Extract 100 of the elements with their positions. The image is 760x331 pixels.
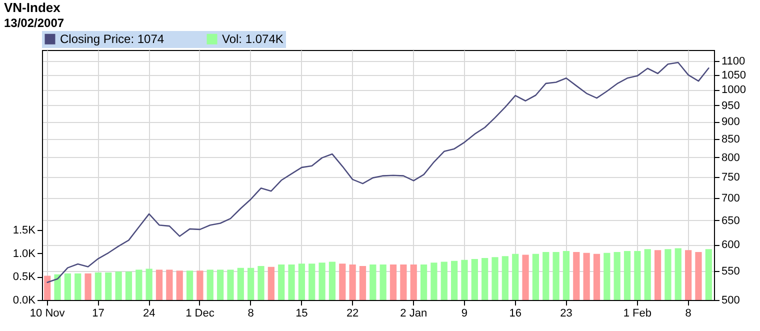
bar (440, 262, 448, 300)
y-tick-label: 1.0K (12, 248, 36, 260)
x-tick-label: 15 (296, 308, 308, 320)
y2-tick-label: 900 (722, 116, 740, 128)
bar (552, 252, 560, 300)
bar (186, 270, 194, 300)
bar (410, 264, 417, 300)
x-tick-label: 24 (142, 308, 156, 320)
bar (156, 270, 163, 300)
x-tick-label: 2 Jan (400, 308, 428, 320)
bar (695, 252, 702, 300)
bar (512, 254, 519, 300)
bar (604, 252, 610, 300)
x-tick-label: 10 Nov (30, 308, 66, 320)
bar (634, 251, 641, 300)
y2-tick-label: 650 (722, 214, 740, 227)
y2-tick-label: 550 (722, 266, 740, 278)
bar (288, 264, 295, 300)
bar (84, 273, 92, 300)
bar (471, 258, 478, 300)
bar (562, 251, 570, 300)
y2-tick-label: 1050 (722, 69, 746, 82)
bar (74, 273, 82, 300)
y2-tick-label: 850 (722, 134, 740, 146)
x-tick-label: 8 (685, 308, 692, 320)
bar (664, 249, 672, 300)
bar (482, 258, 488, 300)
bar (583, 252, 590, 300)
bar (492, 257, 498, 300)
bar (339, 264, 346, 300)
bar (206, 270, 214, 300)
bar (522, 254, 529, 300)
x-tick-label: 1 Dec (186, 308, 215, 320)
bar (359, 266, 366, 300)
x-tick-label: 22 (346, 308, 359, 320)
x-tick-label: 17 (92, 308, 104, 320)
bar (400, 264, 407, 300)
y2-tick-label: 750 (722, 172, 740, 184)
bar (278, 264, 285, 300)
bar (216, 270, 224, 300)
bar (44, 276, 51, 300)
bar (705, 249, 712, 300)
chart-title: VN-Index (4, 0, 62, 15)
bar (105, 272, 112, 300)
bar (644, 249, 651, 300)
bar (136, 270, 142, 300)
y2-tick-label: 800 (722, 152, 740, 164)
bar (328, 262, 336, 300)
y2-tick-label: 700 (722, 192, 740, 204)
bar (94, 272, 102, 300)
bar (176, 270, 183, 300)
bar (166, 270, 173, 300)
bar (125, 272, 132, 300)
y-tick-label: 0.5K (12, 271, 36, 284)
bar (593, 254, 600, 300)
bar (654, 250, 662, 300)
y-tick-label: 0.0K (12, 294, 36, 306)
x-tick-label: 16 (509, 308, 522, 320)
chart-subtitle: 13/02/2007 (4, 16, 64, 30)
bar (614, 252, 620, 300)
x-tick-label: 1 Feb (623, 308, 652, 320)
legend-label: Closing Price: 1074 (60, 32, 164, 46)
bar (674, 248, 682, 300)
legend-label: Vol: 1.074K (222, 32, 284, 46)
bar (318, 262, 326, 300)
bar (532, 254, 540, 300)
bar (685, 250, 692, 300)
bar (268, 266, 274, 300)
y2-tick-label: 1000 (722, 84, 746, 96)
bar (390, 264, 397, 300)
y-tick-label: 1.5K (12, 224, 36, 237)
bar (298, 264, 305, 300)
bar (380, 264, 386, 300)
bar (624, 251, 631, 300)
line-series (46, 62, 710, 283)
y2-tick-label: 1100 (722, 55, 746, 68)
bar (146, 268, 152, 300)
bar (248, 268, 254, 300)
bar (451, 260, 458, 300)
bar (54, 274, 61, 300)
bar (573, 252, 580, 300)
bar (542, 252, 550, 300)
bar (370, 264, 376, 300)
bar (420, 264, 428, 300)
bar (461, 260, 468, 300)
bar (258, 266, 264, 300)
x-tick-label: 23 (560, 308, 572, 320)
bar (237, 268, 244, 300)
bar (308, 264, 316, 300)
y2-tick-label: 950 (722, 100, 740, 112)
x-tick-label: 8 (248, 308, 254, 320)
x-tick-label: 9 (461, 308, 468, 320)
bar (64, 273, 71, 300)
bar (227, 270, 234, 300)
y2-tick-label: 500 (722, 294, 740, 306)
bar (115, 272, 122, 300)
bar (502, 256, 508, 300)
y2-tick-label: 600 (722, 239, 740, 252)
bar (349, 264, 356, 300)
bar (430, 262, 438, 300)
